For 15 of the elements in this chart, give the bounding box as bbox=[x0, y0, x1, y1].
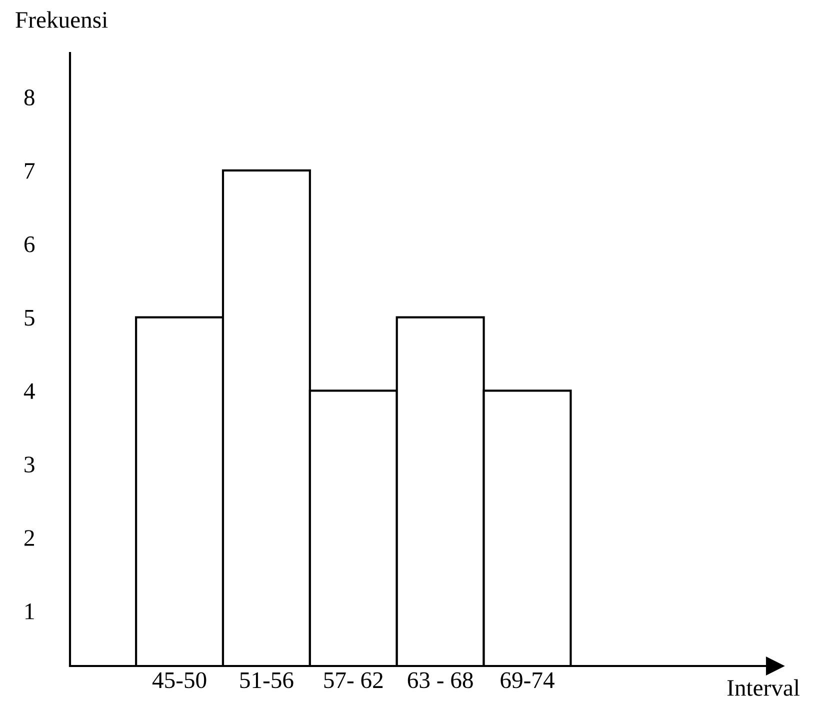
x-tick-label: 69-74 bbox=[500, 672, 554, 688]
x-tick-label: 57- 62 bbox=[324, 672, 383, 688]
x-tick-label: 63 - 68 bbox=[408, 672, 473, 688]
x-tick-label: 51-56 bbox=[240, 672, 294, 688]
y-tick-label: 4 bbox=[24, 383, 35, 399]
y-tick-label: 6 bbox=[24, 236, 35, 252]
x-tick-label: 45-50 bbox=[152, 672, 206, 688]
y-tick-label: 7 bbox=[25, 163, 35, 179]
text: Interval bbox=[727, 679, 800, 696]
y-tick-label: 2 bbox=[24, 530, 34, 546]
y-axis-title: Frekuensi bbox=[16, 11, 108, 28]
y-tick-label: 5 bbox=[24, 310, 34, 326]
y-tick-label: 1 bbox=[26, 604, 34, 620]
y-tick-label: 8 bbox=[24, 90, 34, 106]
y-tick-label: 3 bbox=[24, 456, 34, 473]
